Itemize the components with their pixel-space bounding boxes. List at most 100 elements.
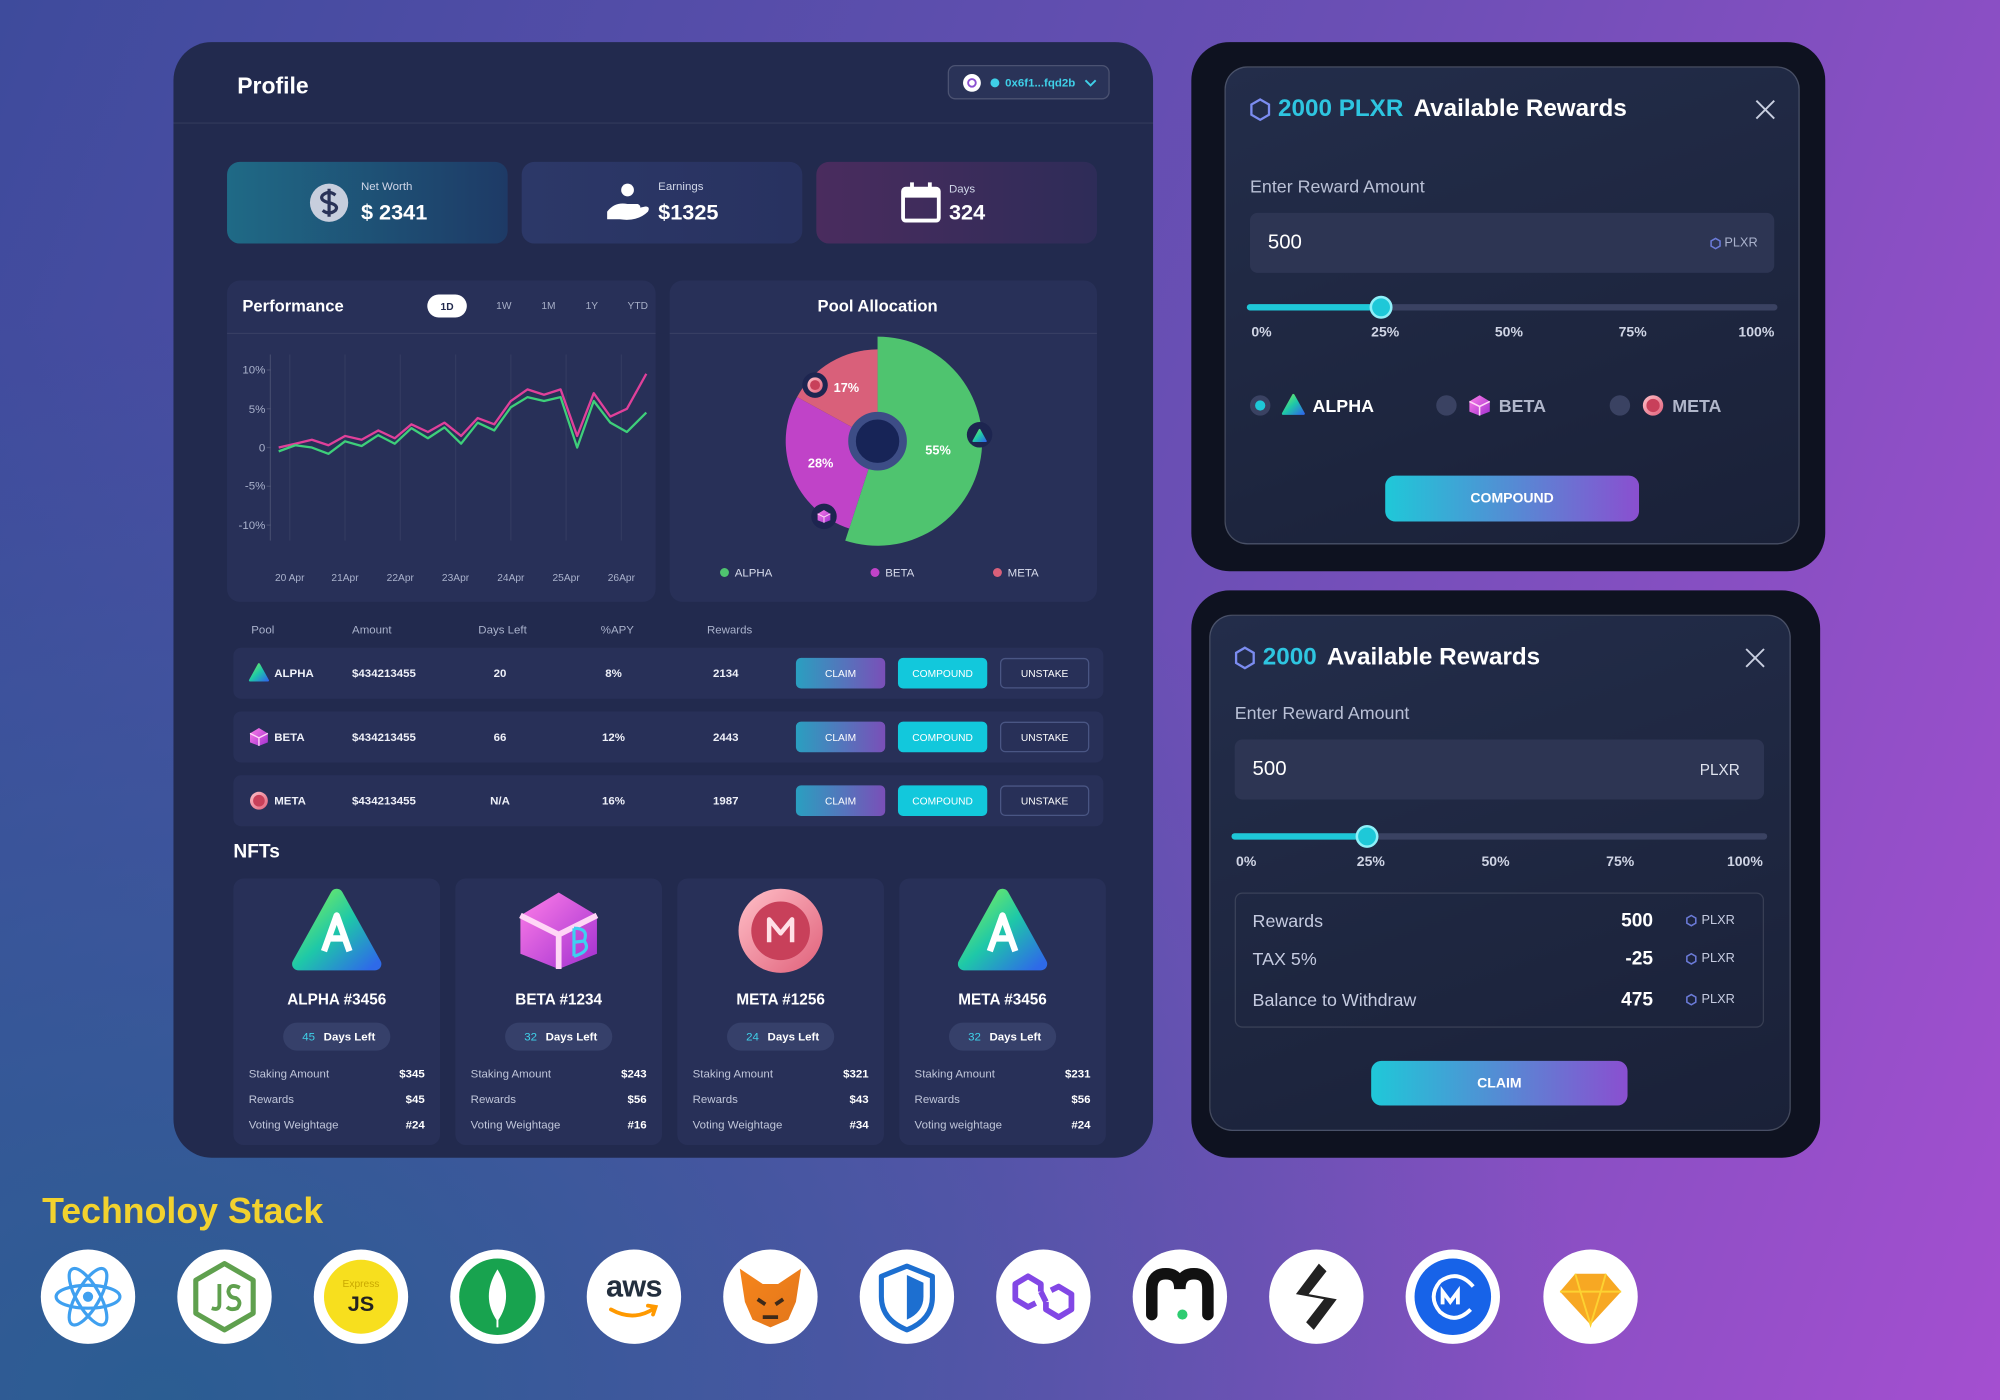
react-orbit — [54, 1283, 122, 1310]
range-button[interactable]: 1D — [427, 294, 467, 318]
claim-button[interactable]: CLAIM — [795, 721, 886, 753]
stat-card — [227, 161, 508, 244]
range-button[interactable]: 1M — [541, 300, 556, 312]
days-pill — [948, 1022, 1057, 1051]
slider-tick-label: 75% — [1618, 325, 1647, 341]
beta-icon — [519, 912, 599, 970]
pool-option[interactable]: META — [1672, 395, 1722, 416]
m-dot — [1177, 1309, 1188, 1320]
node-glyph — [211, 1283, 242, 1312]
slice-label: 17% — [833, 381, 860, 396]
slider-tick-label: 50% — [1494, 325, 1523, 341]
beta-icon — [817, 510, 831, 523]
stat-label: Staking Amount — [692, 1067, 774, 1080]
nft-icon — [292, 888, 382, 971]
sketch-logo — [1559, 1273, 1622, 1325]
s-logo — [1295, 1263, 1337, 1330]
section-title: NFTs — [233, 840, 280, 863]
nft-name: META #1256 — [736, 990, 825, 1009]
days-label: Days Left — [767, 1030, 820, 1043]
unstake-button[interactable]: UNSTAKE — [999, 721, 1090, 753]
x-tick-label: 26Apr — [607, 571, 635, 584]
stat-value: $345 — [399, 1067, 425, 1080]
summary-unit: PLXR — [1701, 992, 1735, 1007]
claim-button[interactable]: CLAIM — [1371, 1060, 1628, 1106]
token-icon — [1250, 98, 1271, 122]
input-unit: PLXR — [1724, 236, 1758, 251]
line-series — [278, 373, 648, 449]
dropdown-chevron — [1084, 79, 1097, 87]
unstake-button[interactable]: UNSTAKE — [999, 657, 1090, 689]
compound-button[interactable]: COMPOUND — [897, 721, 988, 753]
shield-logo — [906, 1275, 924, 1320]
unstake-button[interactable]: UNSTAKE — [999, 785, 1090, 817]
stat-value: $321 — [843, 1067, 869, 1080]
days-count: 32 — [524, 1030, 537, 1043]
compound-button[interactable]: COMPOUND — [897, 785, 988, 817]
wallet-icon — [967, 78, 977, 88]
nft-icon-glyph — [766, 917, 795, 943]
compound-button[interactable]: COMPOUND — [897, 657, 988, 689]
stat-label: Voting weightage — [914, 1118, 1002, 1131]
legend-label: ALPHA — [734, 566, 773, 579]
metamask-face — [756, 1297, 785, 1320]
logo-text: Express — [342, 1278, 380, 1290]
stat-label: Voting Weightage — [248, 1118, 339, 1131]
table-cell: 1987 — [712, 794, 739, 808]
panel-divider — [227, 332, 656, 335]
alpha-icon — [248, 663, 269, 682]
x-tick-label: 25Apr — [552, 571, 580, 584]
table-cell: $434213455 — [352, 666, 416, 680]
claim-button[interactable]: CLAIM — [795, 785, 886, 817]
section-title: Technoloy Stack — [42, 1190, 324, 1231]
react-core — [82, 1291, 94, 1302]
meta-icon — [253, 794, 265, 807]
slider-tick-label: 0% — [1236, 854, 1257, 870]
days-count: 45 — [302, 1030, 316, 1043]
radio — [1436, 395, 1457, 416]
wallet-icon — [963, 73, 981, 92]
slice-label: 28% — [807, 456, 834, 471]
table-cell: 66 — [493, 730, 507, 744]
tech-logo — [586, 1249, 682, 1344]
input-box[interactable] — [1234, 739, 1765, 800]
stat-value: 324 — [948, 200, 986, 225]
claim-button[interactable]: CLAIM — [795, 657, 886, 689]
slider-tick-label: 100% — [1738, 325, 1775, 341]
shield-logo — [878, 1263, 935, 1333]
modal-card — [1209, 614, 1791, 1131]
input-value: 500 — [1252, 758, 1287, 781]
range-button[interactable]: 1W — [496, 300, 512, 312]
slider-tick-label: 50% — [1481, 854, 1510, 870]
compound-button[interactable]: COMPOUND — [1385, 475, 1640, 522]
beta-icon — [1469, 400, 1491, 416]
x-tick-label: 21Apr — [331, 571, 359, 584]
stat-label: Net Worth — [360, 179, 413, 193]
modal-title: Available Rewards — [1413, 95, 1627, 123]
summary-unit: PLXR — [1701, 951, 1735, 966]
slider-tick-label: 100% — [1726, 854, 1763, 870]
close-icon — [1745, 648, 1765, 668]
stat-label: Rewards — [248, 1092, 295, 1106]
token-icon — [1234, 646, 1255, 670]
close-icon — [1755, 100, 1775, 120]
stat-value: $231 — [1065, 1067, 1091, 1080]
mongo-leaf — [488, 1269, 507, 1328]
summary-unit: PLXR — [1701, 913, 1735, 928]
days-label: Days Left — [323, 1030, 376, 1043]
pie-center — [848, 411, 907, 471]
reward-amount: 2000 PLXR — [1278, 95, 1404, 123]
pool-option[interactable]: ALPHA — [1312, 395, 1375, 416]
token-icon — [1686, 993, 1697, 1006]
pool-option[interactable]: BETA — [1498, 395, 1547, 416]
input-box[interactable] — [1249, 212, 1775, 273]
wallet-address: 0x6f1...fqd2b — [1005, 76, 1076, 90]
range-button[interactable]: YTD — [627, 300, 648, 312]
range-button[interactable]: 1Y — [585, 300, 599, 312]
m-logo — [1146, 1268, 1214, 1321]
days-pill — [727, 1022, 835, 1051]
modal-title: Available Rewards — [1326, 643, 1541, 671]
beta-icon — [249, 728, 268, 746]
js-logo — [323, 1259, 398, 1334]
